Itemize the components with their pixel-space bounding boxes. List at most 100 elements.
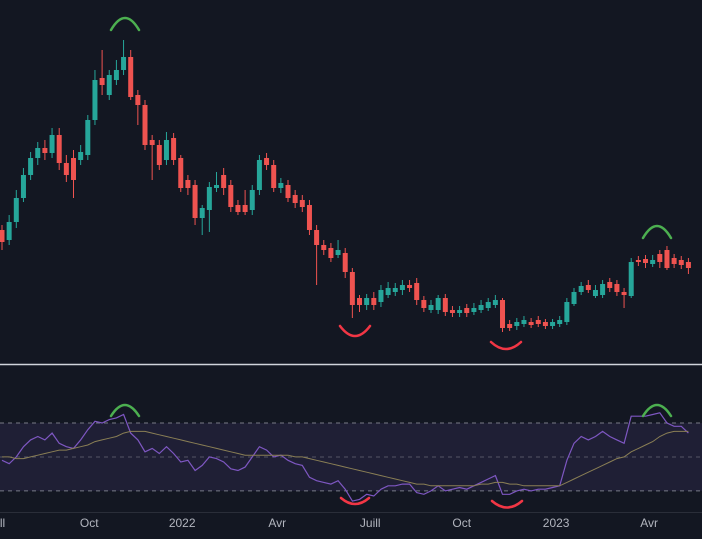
candle-body bbox=[500, 300, 506, 328]
peak-arc bbox=[109, 403, 141, 418]
candle-body bbox=[178, 158, 184, 188]
candle-body bbox=[292, 195, 298, 203]
candle-body bbox=[299, 200, 305, 207]
marks: Juill Oct 2022 Avr Juill Oct 2023 Avr bbox=[0, 40, 702, 530]
candle-body bbox=[464, 308, 470, 313]
candle-body bbox=[678, 260, 684, 265]
x-tick-label: 2023 bbox=[543, 516, 570, 530]
candle-body bbox=[671, 258, 677, 264]
candle-body bbox=[20, 175, 26, 198]
trough-arc bbox=[339, 496, 371, 506]
candle-body bbox=[28, 158, 34, 175]
candle-body bbox=[571, 292, 577, 304]
candle-body bbox=[614, 284, 620, 292]
candle-body bbox=[392, 288, 398, 292]
candle-body bbox=[492, 300, 498, 305]
x-tick-label: Juill bbox=[360, 516, 381, 530]
candle-body bbox=[357, 298, 363, 305]
candle-body bbox=[49, 135, 55, 153]
line bbox=[1, 412, 689, 502]
candle-body bbox=[142, 105, 148, 145]
candle-body bbox=[364, 298, 370, 305]
candle-body bbox=[449, 310, 455, 313]
candle-body bbox=[314, 230, 320, 245]
candle-body bbox=[0, 230, 5, 242]
candle-body bbox=[264, 158, 270, 165]
candle-body bbox=[13, 198, 19, 222]
candle-body bbox=[306, 205, 312, 230]
candle-body bbox=[457, 310, 463, 313]
candle-body bbox=[149, 140, 155, 145]
candle-body bbox=[156, 145, 162, 165]
peak-arc bbox=[109, 16, 141, 32]
candle-body bbox=[85, 120, 91, 155]
candle-body bbox=[471, 308, 477, 312]
candle-body bbox=[221, 175, 227, 188]
candle-body bbox=[171, 138, 177, 160]
candle-body bbox=[685, 262, 691, 268]
candle-body bbox=[564, 302, 570, 322]
candle-body bbox=[78, 152, 84, 160]
candle-body bbox=[99, 78, 105, 85]
candle-body bbox=[585, 285, 591, 290]
candle-body bbox=[664, 250, 670, 268]
candle-body bbox=[643, 259, 649, 263]
candle-body bbox=[528, 322, 534, 325]
candle-body bbox=[199, 208, 205, 218]
candle-body bbox=[113, 70, 119, 80]
candle-body bbox=[128, 57, 134, 97]
candle-body bbox=[35, 148, 41, 158]
candle-body bbox=[214, 185, 220, 188]
candle-body bbox=[435, 298, 441, 310]
x-tick-label: Juill bbox=[0, 516, 5, 530]
candle-body bbox=[342, 253, 348, 272]
candle-body bbox=[6, 222, 12, 240]
candle-body bbox=[371, 298, 377, 305]
candle-body bbox=[514, 322, 520, 326]
peak-arc bbox=[641, 403, 673, 418]
candle-body bbox=[56, 135, 62, 163]
trough-arc bbox=[338, 324, 372, 338]
candle-body bbox=[592, 290, 598, 296]
candle-body bbox=[235, 205, 241, 212]
trough-arc bbox=[489, 340, 523, 351]
candle-body bbox=[535, 320, 541, 324]
candle-body bbox=[442, 298, 448, 312]
candle-body bbox=[285, 185, 291, 198]
candle-body bbox=[621, 292, 627, 295]
candle-body bbox=[278, 183, 284, 188]
candle-body bbox=[414, 283, 420, 300]
candle-body bbox=[407, 285, 413, 288]
candle-body bbox=[507, 324, 513, 328]
candle-body bbox=[185, 180, 191, 188]
candle-body bbox=[121, 57, 127, 70]
candle-body bbox=[92, 80, 98, 120]
candle-body bbox=[321, 245, 327, 250]
candle-body bbox=[242, 205, 248, 212]
candle-body bbox=[657, 254, 663, 262]
x-tick-label: Oct bbox=[80, 516, 99, 530]
candle-body bbox=[485, 302, 491, 308]
candle-body bbox=[421, 300, 427, 308]
candle-body bbox=[63, 163, 69, 175]
candle-body bbox=[163, 140, 169, 160]
candle-body bbox=[349, 272, 355, 305]
candle-body bbox=[550, 322, 556, 326]
candle-body bbox=[578, 286, 584, 292]
annotations bbox=[109, 16, 673, 509]
x-tick-label: Avr bbox=[640, 516, 658, 530]
candle-body bbox=[399, 285, 405, 290]
candle-body bbox=[635, 260, 641, 262]
candle-body bbox=[135, 95, 141, 105]
candle-body bbox=[71, 158, 77, 180]
line bbox=[2, 430, 689, 487]
candle-body bbox=[328, 248, 334, 258]
x-tick-label: Avr bbox=[268, 516, 286, 530]
candle-body bbox=[428, 305, 434, 310]
candle-body bbox=[378, 290, 384, 302]
candle-body bbox=[478, 305, 484, 310]
candle-body bbox=[521, 320, 527, 324]
candle-body bbox=[650, 260, 656, 264]
